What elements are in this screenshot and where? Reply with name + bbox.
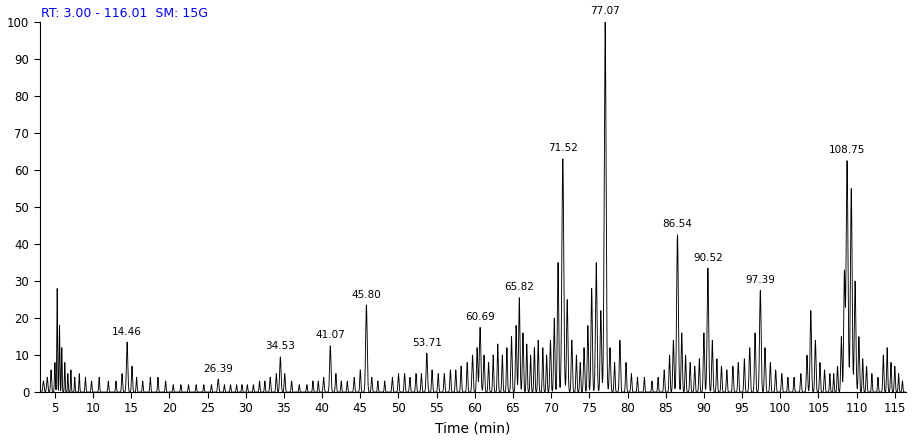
X-axis label: Time (min): Time (min): [436, 421, 511, 435]
Text: 90.52: 90.52: [693, 252, 723, 263]
Text: 34.53: 34.53: [265, 341, 296, 351]
Text: 65.82: 65.82: [504, 282, 534, 292]
Text: 14.46: 14.46: [113, 327, 142, 336]
Text: 53.71: 53.71: [412, 338, 442, 348]
Text: 77.07: 77.07: [590, 7, 620, 16]
Text: 71.52: 71.52: [548, 143, 577, 153]
Text: RT: 3.00 - 116.01  SM: 15G: RT: 3.00 - 116.01 SM: 15G: [41, 7, 209, 20]
Text: 45.80: 45.80: [351, 290, 382, 300]
Text: 60.69: 60.69: [465, 312, 495, 322]
Text: 26.39: 26.39: [203, 364, 233, 373]
Text: 97.39: 97.39: [746, 275, 775, 285]
Text: 86.54: 86.54: [662, 219, 693, 229]
Text: 108.75: 108.75: [829, 145, 866, 155]
Text: 41.07: 41.07: [316, 330, 345, 340]
